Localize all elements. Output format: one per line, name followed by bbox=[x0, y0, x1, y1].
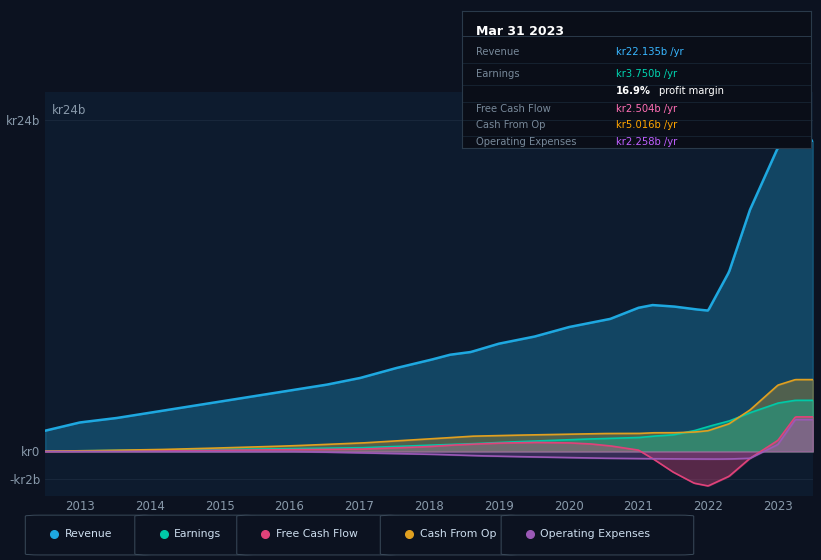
Text: kr3.750b /yr: kr3.750b /yr bbox=[616, 69, 677, 80]
Text: kr2.504b /yr: kr2.504b /yr bbox=[616, 104, 677, 114]
Text: Revenue: Revenue bbox=[476, 48, 520, 57]
Text: Revenue: Revenue bbox=[65, 529, 112, 539]
Text: Free Cash Flow: Free Cash Flow bbox=[276, 529, 358, 539]
FancyBboxPatch shape bbox=[501, 515, 694, 555]
Text: kr22.135b /yr: kr22.135b /yr bbox=[616, 48, 683, 57]
Text: 16.9%: 16.9% bbox=[616, 86, 651, 96]
Text: kr24b: kr24b bbox=[52, 104, 86, 117]
Text: profit margin: profit margin bbox=[659, 86, 724, 96]
Text: Mar 31 2023: Mar 31 2023 bbox=[476, 25, 564, 38]
FancyBboxPatch shape bbox=[236, 515, 399, 555]
Text: Cash From Op: Cash From Op bbox=[476, 120, 546, 130]
FancyBboxPatch shape bbox=[380, 515, 520, 555]
Text: Operating Expenses: Operating Expenses bbox=[540, 529, 650, 539]
Text: Earnings: Earnings bbox=[174, 529, 221, 539]
Text: kr5.016b /yr: kr5.016b /yr bbox=[616, 120, 677, 130]
Text: Cash From Op: Cash From Op bbox=[420, 529, 496, 539]
Text: Free Cash Flow: Free Cash Flow bbox=[476, 104, 551, 114]
FancyBboxPatch shape bbox=[25, 515, 154, 555]
Text: Earnings: Earnings bbox=[476, 69, 520, 80]
FancyBboxPatch shape bbox=[135, 515, 255, 555]
Text: Operating Expenses: Operating Expenses bbox=[476, 137, 576, 147]
Text: kr2.258b /yr: kr2.258b /yr bbox=[616, 137, 677, 147]
